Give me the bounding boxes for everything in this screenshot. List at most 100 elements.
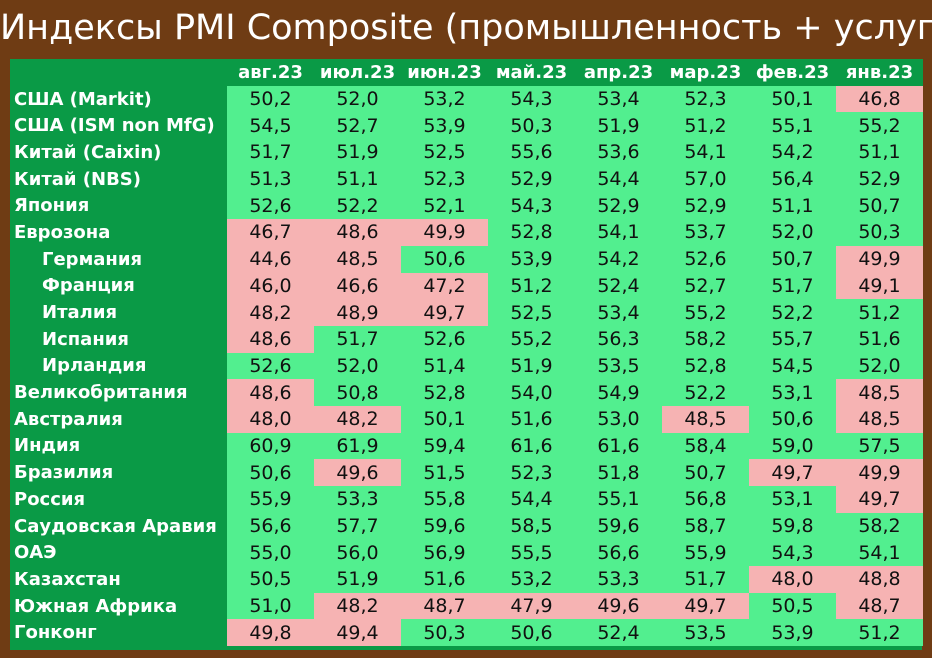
table-cell: 53,5 <box>575 352 662 380</box>
table-cell: 51,7 <box>749 272 836 300</box>
row-label: США (Markit) <box>10 85 227 113</box>
table-cell: 48,2 <box>227 299 314 326</box>
table-cell: 49,6 <box>314 459 401 486</box>
table-cell: 54,5 <box>227 112 314 140</box>
table-cell: 52,0 <box>836 352 923 380</box>
table-cell: 48,0 <box>227 405 314 433</box>
table-cell: 51,2 <box>662 112 749 140</box>
row-label: Казахстан <box>10 566 227 593</box>
table-cell: 49,4 <box>314 619 401 647</box>
table-cell: 50,3 <box>488 112 575 140</box>
row-label: Россия <box>10 486 227 513</box>
row-label: Южная Африка <box>10 592 227 620</box>
table-cell: 55,1 <box>575 486 662 513</box>
table-cell: 51,0 <box>227 592 314 620</box>
row-label: Япония <box>10 192 227 220</box>
column-header: янв.23 <box>836 59 923 86</box>
row-label: Италия <box>10 299 227 326</box>
table-cell: 52,5 <box>401 139 488 166</box>
table-cell: 51,4 <box>401 352 488 380</box>
table-cell: 56,6 <box>575 539 662 567</box>
table-cell: 53,1 <box>749 379 836 406</box>
table-cell: 48,5 <box>314 245 401 273</box>
table-cell: 54,1 <box>836 539 923 567</box>
table-cell: 58,4 <box>662 432 749 460</box>
row-label: Франция <box>10 272 227 300</box>
row-label: Бразилия <box>10 459 227 486</box>
table-cell: 53,2 <box>401 85 488 113</box>
table-cell: 52,0 <box>749 219 836 246</box>
table-cell: 49,7 <box>836 486 923 513</box>
table-cell: 55,7 <box>749 325 836 353</box>
table-cell: 52,5 <box>488 299 575 326</box>
table-cell: 51,9 <box>314 139 401 166</box>
table-cell: 50,5 <box>749 592 836 620</box>
table-cell: 51,1 <box>749 192 836 220</box>
table-cell: 46,8 <box>836 85 923 113</box>
table-cell: 53,4 <box>575 85 662 113</box>
table-cell: 52,6 <box>401 325 488 353</box>
table-cell: 57,0 <box>662 165 749 193</box>
table-cell: 54,1 <box>662 139 749 166</box>
table-cell: 46,6 <box>314 272 401 300</box>
row-label: Великобритания <box>10 379 227 406</box>
table-cell: 46,7 <box>227 219 314 246</box>
table-cell: 48,6 <box>227 379 314 406</box>
column-header: мар.23 <box>662 59 749 86</box>
column-header: апр.23 <box>575 59 662 86</box>
table-cell: 59,8 <box>749 512 836 540</box>
column-header: июн.23 <box>401 59 488 86</box>
table-cell: 53,0 <box>575 405 662 433</box>
table-cell: 49,7 <box>749 459 836 486</box>
table-cell: 52,3 <box>662 85 749 113</box>
table-cell: 54,4 <box>575 165 662 193</box>
table-cell: 52,7 <box>662 272 749 300</box>
table-cell: 49,7 <box>662 592 749 620</box>
table-cell: 51,1 <box>314 165 401 193</box>
table-cell: 54,3 <box>488 192 575 220</box>
table-cell: 59,0 <box>749 432 836 460</box>
table-cell: 53,3 <box>575 566 662 593</box>
table-cell: 52,3 <box>401 165 488 193</box>
table-cell: 48,2 <box>314 592 401 620</box>
table-cell: 51,6 <box>836 325 923 353</box>
row-label: Китай (Caixin) <box>10 139 227 166</box>
table-cell: 55,9 <box>662 539 749 567</box>
row-label: Индия <box>10 432 227 460</box>
table-cell: 50,2 <box>227 85 314 113</box>
table-cell: 56,8 <box>662 486 749 513</box>
table-cell: 52,7 <box>314 112 401 140</box>
table-cell: 55,6 <box>488 139 575 166</box>
table-cell: 49,7 <box>401 299 488 326</box>
table-cell: 51,6 <box>401 566 488 593</box>
table-cell: 46,0 <box>227 272 314 300</box>
table-cell: 51,1 <box>836 139 923 166</box>
table-cell: 53,1 <box>749 486 836 513</box>
table-cell: 52,9 <box>488 165 575 193</box>
table-cell: 56,4 <box>749 165 836 193</box>
table-cell: 52,0 <box>314 352 401 380</box>
table-cell: 51,9 <box>575 112 662 140</box>
table-cell: 55,2 <box>488 325 575 353</box>
table-cell: 56,3 <box>575 325 662 353</box>
table-cell: 58,2 <box>662 325 749 353</box>
table-cell: 52,3 <box>488 459 575 486</box>
table-cell: 51,7 <box>662 566 749 593</box>
row-label: Китай (NBS) <box>10 165 227 193</box>
table-cell: 51,5 <box>401 459 488 486</box>
table-cell: 50,3 <box>836 219 923 246</box>
table-corner <box>10 59 227 86</box>
table-cell: 52,2 <box>314 192 401 220</box>
table-cell: 50,7 <box>662 459 749 486</box>
table-cell: 49,9 <box>836 459 923 486</box>
table-cell: 57,7 <box>314 512 401 540</box>
table-cell: 52,9 <box>575 192 662 220</box>
table-cell: 55,2 <box>836 112 923 140</box>
table-cell: 57,5 <box>836 432 923 460</box>
table-cell: 48,5 <box>836 405 923 433</box>
table-cell: 51,9 <box>314 566 401 593</box>
table-cell: 54,0 <box>488 379 575 406</box>
table-cell: 48,7 <box>401 592 488 620</box>
table-cell: 51,3 <box>227 165 314 193</box>
table-cell: 55,8 <box>401 486 488 513</box>
